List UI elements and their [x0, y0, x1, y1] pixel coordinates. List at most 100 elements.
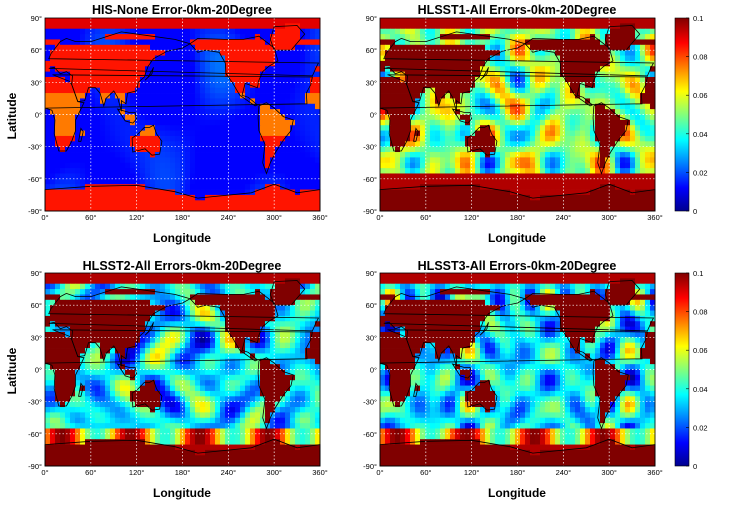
heatmap-cell — [525, 71, 531, 78]
heatmap-cell — [100, 315, 106, 322]
heatmap-cell — [510, 168, 516, 174]
heatmap-cell — [100, 173, 106, 180]
heatmap-cell — [520, 168, 526, 174]
heatmap-cell — [475, 23, 481, 30]
heatmap-cell — [550, 34, 556, 40]
heatmap-cell — [650, 55, 656, 62]
heatmap-cell — [45, 125, 51, 131]
heatmap-cell — [630, 71, 636, 78]
heatmap-cell — [130, 200, 136, 207]
heatmap-cell — [255, 109, 261, 115]
heatmap-cell — [300, 71, 306, 78]
heatmap-cell — [115, 130, 121, 137]
heatmap-cell — [150, 348, 156, 354]
heatmap-cell — [580, 205, 586, 212]
heatmap-cell — [100, 342, 106, 349]
heatmap-cell — [140, 315, 146, 322]
heatmap-cell — [585, 66, 591, 73]
heatmap-cell — [70, 353, 76, 360]
heatmap-cell — [135, 184, 141, 190]
heatmap-cell — [305, 294, 311, 301]
heatmap-cell — [265, 141, 271, 148]
heatmap-cell — [130, 178, 136, 185]
heatmap-cell — [175, 135, 181, 142]
heatmap-cell — [650, 18, 656, 24]
heatmap-cell — [45, 173, 51, 180]
heatmap-cell — [260, 278, 266, 285]
heatmap-cell — [520, 98, 526, 105]
heatmap-cell — [300, 87, 306, 94]
heatmap-cell — [650, 44, 656, 51]
heatmap-cell — [60, 189, 66, 196]
heatmap-cell — [185, 310, 191, 317]
heatmap-cell — [450, 141, 456, 148]
heatmap-cell — [405, 71, 411, 78]
heatmap-cell — [475, 109, 481, 115]
heatmap-cell — [70, 55, 76, 62]
heatmap-cell — [190, 109, 196, 115]
heatmap-cell — [300, 326, 306, 333]
heatmap-cell — [485, 189, 491, 196]
heatmap-cell — [175, 326, 181, 333]
heatmap-cell — [280, 82, 286, 89]
heatmap-cell — [305, 55, 311, 62]
heatmap-cell — [205, 130, 211, 137]
heatmap-cell — [585, 55, 591, 62]
heatmap-cell — [315, 93, 321, 99]
heatmap-cell — [590, 168, 596, 174]
heatmap-cell — [80, 87, 86, 94]
heatmap-cell — [640, 39, 646, 46]
heatmap-cell — [430, 66, 436, 73]
heatmap-cell — [65, 119, 71, 126]
heatmap-cell — [235, 125, 241, 131]
heatmap-cell — [235, 305, 241, 311]
heatmap-cell — [500, 23, 506, 30]
panel-title-1: HIS-None Error-0km-20Degree — [92, 3, 272, 17]
heatmap-cell — [510, 98, 516, 105]
heatmap-cell — [160, 294, 166, 301]
heatmap-cell — [195, 130, 201, 137]
heatmap-cell — [300, 119, 306, 126]
heatmap-cell — [560, 82, 566, 89]
heatmap-cell — [130, 348, 136, 354]
heatmap-cell — [310, 178, 316, 185]
heatmap-cell — [190, 87, 196, 94]
heatmap-cell — [175, 87, 181, 94]
heatmap-cell — [135, 178, 141, 185]
heatmap-cell — [415, 82, 421, 89]
heatmap-cell — [310, 125, 316, 131]
heatmap-cell — [210, 189, 216, 196]
heatmap-cell — [135, 87, 141, 94]
heatmap-cell — [125, 178, 131, 185]
heatmap-cell — [170, 135, 176, 142]
heatmap-cell — [460, 76, 466, 83]
heatmap-cell — [120, 299, 126, 306]
heatmap-cell — [550, 141, 556, 148]
heatmap-cell — [230, 331, 236, 338]
heatmap-cell — [65, 294, 71, 301]
heatmap-cell — [290, 109, 296, 115]
heatmap-cell — [155, 342, 161, 349]
heatmap-cell — [275, 71, 281, 78]
heatmap-cell — [110, 184, 116, 190]
heatmap-cell — [70, 278, 76, 285]
heatmap-cell — [75, 146, 81, 153]
heatmap-cell — [240, 103, 246, 110]
heatmap-cell — [615, 82, 621, 89]
heatmap-cell — [595, 109, 601, 115]
heatmap-cell — [500, 98, 506, 105]
heatmap-cell — [445, 109, 451, 115]
heatmap-cell — [55, 173, 61, 180]
heatmap-cell — [45, 71, 51, 78]
heatmap-cell — [200, 66, 206, 73]
heatmap-cell — [105, 358, 111, 365]
heatmap-cell — [455, 205, 461, 212]
heatmap-cell — [175, 205, 181, 212]
heatmap-cell — [75, 55, 81, 62]
heatmap-cell — [140, 200, 146, 207]
heatmap-cell — [230, 114, 236, 121]
heatmap-cell — [455, 93, 461, 99]
heatmap-cell — [60, 109, 66, 115]
heatmap-cell — [130, 299, 136, 306]
heatmap-cell — [200, 55, 206, 62]
